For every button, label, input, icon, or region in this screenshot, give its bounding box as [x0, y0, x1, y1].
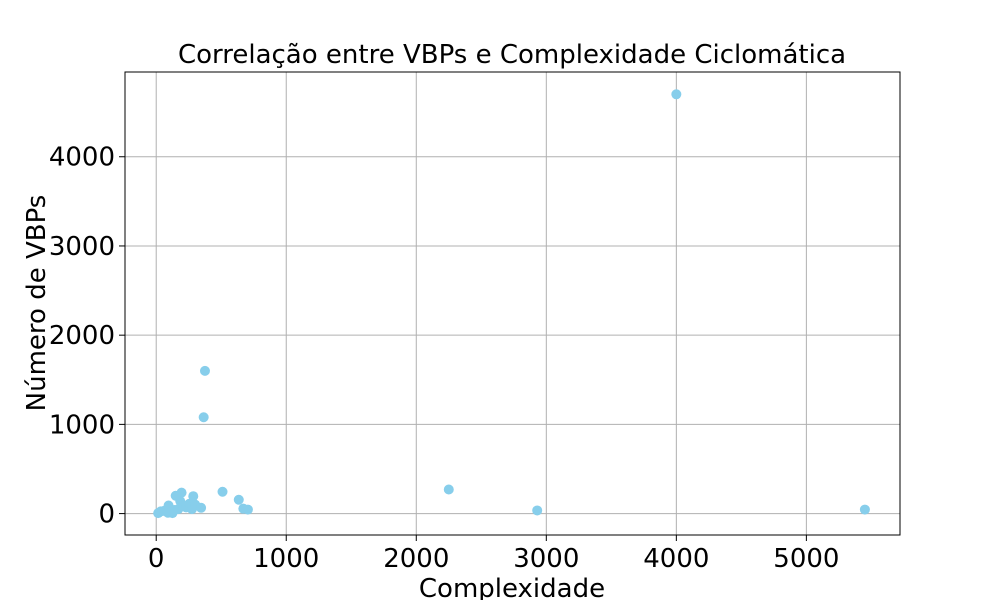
y-tick-label: 3000 — [49, 232, 115, 262]
data-point — [198, 412, 209, 423]
data-point — [217, 486, 228, 497]
data-point — [532, 505, 543, 516]
x-tick-label: 0 — [148, 544, 165, 574]
plot-area — [124, 71, 901, 536]
y-tick-label: 1000 — [49, 410, 115, 440]
x-tick-label: 1000 — [253, 544, 319, 574]
x-tick-label: 2000 — [383, 544, 449, 574]
data-point — [233, 494, 244, 505]
data-point — [176, 487, 187, 498]
y-tick-label: 2000 — [49, 321, 115, 351]
data-points — [153, 89, 870, 519]
data-point — [859, 504, 870, 515]
data-point — [188, 491, 199, 502]
x-tick-label: 5000 — [773, 544, 839, 574]
x-tick-label: 4000 — [643, 544, 709, 574]
y-tick-label: 0 — [98, 500, 115, 530]
data-point — [196, 502, 207, 513]
data-point — [242, 504, 253, 515]
axis-ticks: 0 1000 2000 3000 4000 5000 0 1000 2000 3000 4000 — [49, 143, 840, 574]
y-axis-label: Número de VBPs — [22, 195, 52, 412]
x-axis-label: Complexidade — [419, 574, 605, 600]
data-point — [443, 484, 454, 495]
chart-title: Correlação entre VBPs e Complexidade Cic… — [178, 40, 846, 70]
grid-lines — [125, 72, 900, 535]
data-point — [671, 89, 682, 100]
x-tick-label: 3000 — [513, 544, 579, 574]
data-point — [199, 365, 210, 376]
y-tick-label: 4000 — [49, 143, 115, 173]
